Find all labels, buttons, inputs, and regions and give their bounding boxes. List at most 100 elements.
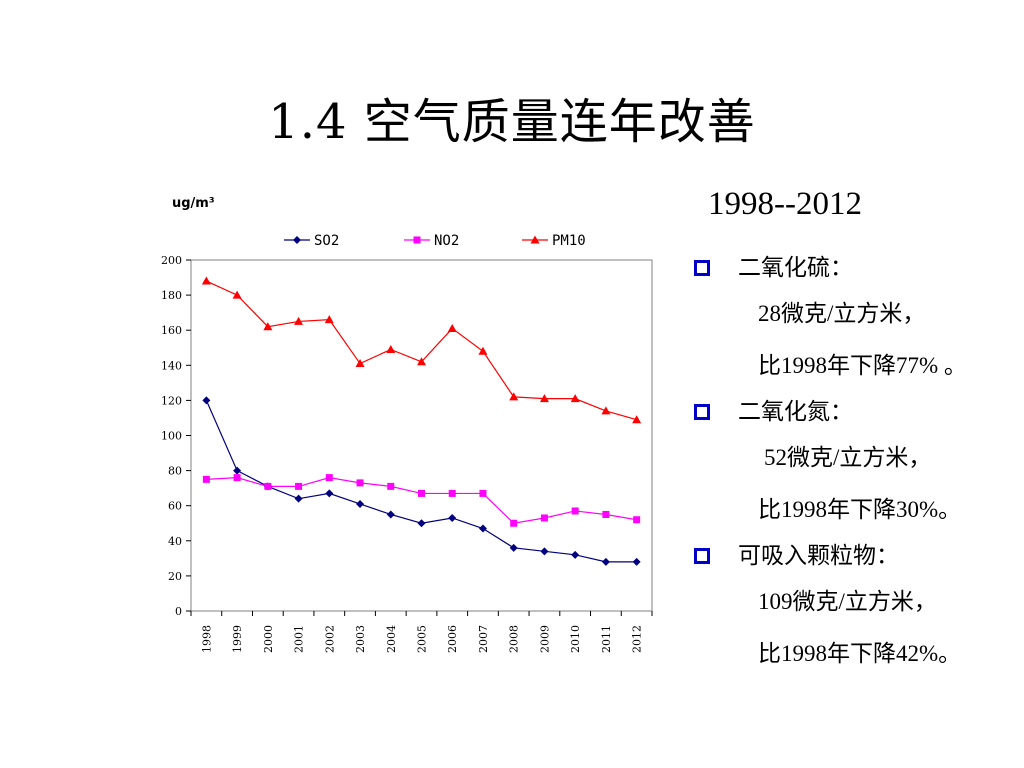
data-point-so2 (386, 510, 395, 519)
data-point-no2 (233, 474, 241, 482)
data-point-pm10 (324, 315, 334, 324)
bullet-heading: 二氧化氮： (690, 392, 1020, 432)
data-point-pm10 (509, 392, 519, 401)
square-bullet-icon (694, 404, 710, 420)
x-tick-label: 2006 (446, 625, 459, 653)
pollutant-item-no2: 二氧化氮： 52微克/立方米， 比1998年下降30%。 (690, 392, 1020, 536)
bullet-label: 二氧化氮： (738, 399, 853, 425)
y-tick-label: 160 (161, 324, 182, 337)
data-point-pm10 (601, 406, 611, 415)
y-tick-label: 20 (168, 570, 182, 583)
y-tick-label: 100 (161, 430, 182, 443)
data-point-so2 (478, 524, 487, 533)
y-tick-label: 60 (168, 500, 182, 513)
pollutant-item-pm10: 可吸入颗粒物： 109微克/立方米， 比1998年下降42%。 (690, 536, 1020, 680)
series-line-pm10 (206, 280, 637, 421)
pollutant-summary-list: 二氧化硫： 28微克/立方米， 比1998年下降77% 。 二氧化氮： 52微克… (690, 248, 1020, 680)
x-tick-label: 2001 (293, 625, 306, 653)
series-line-so2 (205, 400, 637, 563)
x-tick-label: 1998 (200, 625, 213, 653)
bullet-amount: 52微克/立方米， (764, 445, 932, 470)
plot-area-frame (190, 259, 653, 612)
y-tick-label: 80 (168, 465, 182, 478)
data-point-pm10 (570, 394, 580, 403)
x-tick-label: 2000 (262, 625, 275, 653)
bullet-heading: 二氧化硫： (690, 248, 1020, 288)
y-tick-label: 120 (161, 394, 182, 407)
legend-marker-so2 (293, 236, 301, 244)
data-point-so2 (294, 494, 303, 503)
legend-label-pm10: PM10 (552, 233, 586, 249)
data-point-no2 (540, 514, 548, 522)
data-point-no2 (356, 479, 364, 487)
data-point-pm10 (632, 415, 642, 424)
x-tick-label: 2007 (477, 625, 490, 653)
data-point-pm10 (386, 345, 396, 354)
data-point-pm10 (263, 322, 273, 331)
data-point-pm10 (201, 276, 211, 285)
x-tick-label: 2010 (569, 625, 582, 653)
y-tick-label: 140 (161, 359, 182, 372)
bullet-drop: 比1998年下降77% 。 (758, 353, 967, 378)
bullet-drop: 比1998年下降30%。 (758, 497, 962, 522)
data-point-so2 (448, 513, 457, 522)
legend-label-so2: SO2 (314, 233, 339, 249)
square-bullet-icon (694, 260, 710, 276)
data-point-no2 (602, 510, 610, 518)
x-tick-label: 2002 (323, 625, 336, 653)
bullet-label: 二氧化硫： (738, 255, 853, 281)
x-tick-label: 2009 (538, 625, 551, 653)
data-point-no2 (633, 516, 641, 524)
square-bullet-icon (694, 548, 710, 564)
bullet-label: 可吸入颗粒物： (738, 543, 899, 569)
x-tick-label: 2012 (631, 625, 644, 653)
legend-label-no2: NO2 (434, 233, 459, 249)
data-point-pm10 (417, 357, 426, 366)
data-point-so2 (325, 489, 334, 498)
data-point-no2 (510, 519, 518, 527)
bullet-heading: 可吸入颗粒物： (690, 536, 1020, 576)
data-point-so2 (509, 543, 518, 552)
bullet-drop: 比1998年下降42%。 (758, 641, 962, 666)
data-point-pm10 (447, 323, 457, 332)
data-point-so2 (202, 396, 211, 405)
y-tick-label: 200 (161, 254, 182, 267)
legend-marker-no2 (413, 236, 421, 244)
x-tick-label: 1999 (231, 625, 244, 653)
data-point-so2 (417, 519, 426, 528)
chart-unit-label: ug/m³ (172, 196, 215, 211)
x-tick-label: 2011 (600, 625, 613, 653)
data-point-pm10 (294, 316, 304, 325)
data-point-no2 (571, 507, 579, 515)
legend-marker-pm10 (530, 235, 540, 244)
data-point-no2 (202, 475, 210, 483)
data-point-so2 (632, 557, 641, 566)
y-tick-label: 0 (175, 605, 182, 618)
data-point-pm10 (478, 346, 488, 355)
bullet-amount: 109微克/立方米， (758, 589, 937, 614)
pollutant-item-so2: 二氧化硫： 28微克/立方米， 比1998年下降77% 。 (690, 248, 1020, 392)
data-point-no2 (479, 489, 487, 497)
data-point-no2 (295, 482, 303, 490)
x-tick-label: 2005 (416, 625, 429, 653)
x-tick-label: 2003 (354, 625, 367, 653)
data-point-no2 (448, 489, 456, 497)
year-range: 1998--2012 (708, 186, 862, 222)
data-point-no2 (418, 489, 425, 497)
bullet-amount: 28微克/立方米， (758, 301, 926, 326)
data-point-no2 (387, 482, 395, 490)
data-point-so2 (356, 499, 365, 508)
data-point-pm10 (355, 359, 365, 368)
data-point-no2 (264, 482, 272, 490)
data-point-so2 (601, 557, 610, 566)
y-tick-label: 40 (168, 535, 182, 548)
x-tick-label: 2008 (508, 625, 521, 653)
data-point-so2 (540, 547, 549, 556)
data-point-pm10 (539, 394, 549, 403)
y-tick-label: 180 (161, 289, 182, 302)
slide-title: 1.4 空气质量连年改善 (268, 94, 756, 150)
x-tick-label: 2004 (385, 625, 398, 653)
data-point-so2 (233, 466, 242, 475)
data-point-no2 (325, 474, 333, 482)
